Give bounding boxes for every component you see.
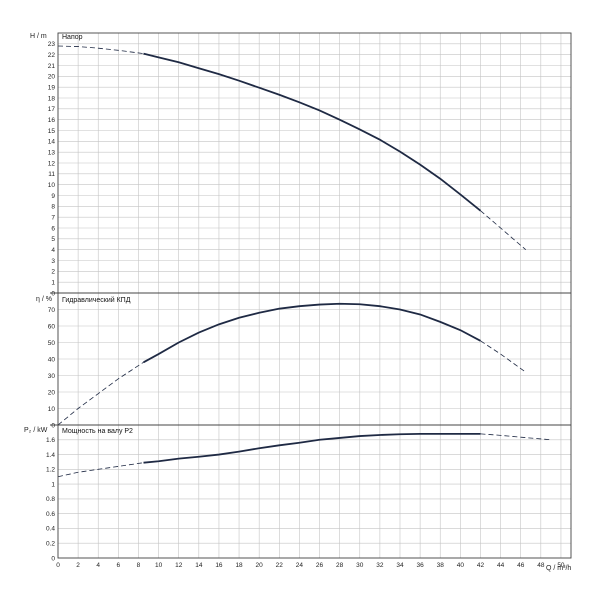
x-tick-label: 22: [276, 562, 284, 569]
x-tick-label: 28: [336, 562, 344, 569]
x-tick-label: 24: [296, 562, 304, 569]
power-y-tick-label: 0: [51, 555, 55, 562]
x-tick-label: 16: [215, 562, 223, 569]
power-y-tick-label: 1.4: [46, 452, 55, 459]
power-y-tick-label: 0.8: [46, 496, 55, 503]
flow-axis-label: Q / m³/h: [546, 565, 571, 572]
efficiency-y-tick-label: 50: [48, 340, 56, 347]
efficiency-curve-dashed-right: [480, 340, 526, 373]
head-y-tick-label: 15: [48, 128, 56, 135]
head-y-tick-label: 9: [51, 193, 55, 200]
x-tick-label: 26: [316, 562, 324, 569]
head-y-tick-label: 17: [48, 106, 56, 113]
x-tick-label: 32: [376, 562, 384, 569]
grid-layer: [57, 33, 571, 559]
power-y-tick-label: 0.2: [46, 541, 55, 548]
head-y-tick-label: 20: [48, 74, 56, 81]
head-curve-dashed-right: [480, 210, 527, 250]
x-tick-label: 20: [256, 562, 264, 569]
head-y-tick-label: 14: [48, 139, 56, 146]
head-y-tick-label: 6: [51, 225, 55, 232]
head-y-tick-label: 4: [51, 247, 55, 254]
head-y-tick-label: 12: [48, 160, 56, 167]
head-y-tick-label: 0: [51, 290, 55, 297]
x-tick-label: 46: [517, 562, 525, 569]
x-tick-label: 36: [417, 562, 425, 569]
x-tick-label: 2: [76, 562, 80, 569]
head-y-tick-label: 1: [51, 279, 55, 286]
x-tick-label: 0: [56, 562, 60, 569]
head-y-tick-label: 13: [48, 149, 56, 156]
x-tick-label: 6: [117, 562, 121, 569]
head-y-tick-label: 10: [48, 182, 56, 189]
x-tick-label: 4: [96, 562, 100, 569]
head-y-tick-label: 23: [48, 41, 56, 48]
head-y-tick-label: 19: [48, 84, 56, 91]
x-tick-label: 48: [537, 562, 545, 569]
efficiency-y-tick-label: 10: [48, 406, 56, 413]
curve-layer: [57, 45, 551, 478]
x-tick-label: 14: [195, 562, 203, 569]
efficiency-axis-label: η / %: [36, 296, 52, 303]
head-y-tick-label: 16: [48, 117, 56, 124]
head-y-tick-label: 22: [48, 52, 56, 59]
label-layer: H / m Напор η / % Гидравлический КПД P₂ …: [24, 33, 571, 572]
x-tick-label: 30: [356, 562, 364, 569]
x-tick-label: 44: [497, 562, 505, 569]
head-curve-dashed-left: [57, 45, 144, 54]
x-tick-label: 50: [557, 562, 565, 569]
x-tick-label: 8: [137, 562, 141, 569]
head-y-tick-label: 3: [51, 258, 55, 265]
efficiency-y-tick-label: 0: [51, 422, 55, 429]
plot-frame: [57, 32, 572, 559]
x-tick-label: 38: [437, 562, 445, 569]
power-curve-solid: [143, 432, 481, 464]
x-tick-label: 12: [175, 562, 183, 569]
power-curve-dashed-left: [57, 462, 144, 478]
head-axis-label: H / m: [30, 33, 47, 40]
power-panel-title: Мощность на валу P2: [62, 428, 133, 435]
head-y-tick-label: 7: [51, 214, 55, 221]
head-y-tick-label: 18: [48, 95, 56, 102]
head-curve-solid: [143, 52, 482, 212]
x-tick-label: 40: [457, 562, 465, 569]
efficiency-y-tick-label: 20: [48, 389, 56, 396]
efficiency-curve-dashed-left: [57, 361, 144, 426]
efficiency-y-tick-label: 70: [48, 307, 56, 314]
x-tick-label: 18: [235, 562, 243, 569]
efficiency-panel-title: Гидравлический КПД: [62, 296, 131, 304]
head-y-tick-label: 21: [48, 63, 56, 70]
efficiency-curve-solid: [143, 302, 481, 364]
head-y-tick-label: 11: [48, 171, 55, 178]
power-axis-label: P₂ / kW: [24, 427, 48, 434]
x-tick-label: 42: [477, 562, 485, 569]
x-tick-label: 34: [396, 562, 404, 569]
efficiency-y-tick-label: 40: [48, 356, 56, 363]
head-y-tick-label: 8: [51, 204, 55, 211]
power-y-tick-label: 0.4: [46, 526, 55, 533]
x-tick-label: 10: [155, 562, 163, 569]
head-y-tick-label: 5: [51, 236, 55, 243]
power-y-tick-label: 1: [51, 481, 55, 488]
power-curve-dashed-right: [480, 433, 551, 441]
head-y-tick-label: 2: [51, 269, 55, 276]
power-y-tick-label: 0.6: [46, 511, 55, 518]
efficiency-y-tick-label: 60: [48, 323, 56, 330]
power-y-tick-label: 1.6: [46, 437, 55, 444]
efficiency-y-tick-label: 30: [48, 373, 56, 380]
power-y-tick-label: 1.2: [46, 467, 55, 474]
head-panel-title: Напор: [62, 34, 83, 41]
frame-layer: [50, 32, 572, 559]
